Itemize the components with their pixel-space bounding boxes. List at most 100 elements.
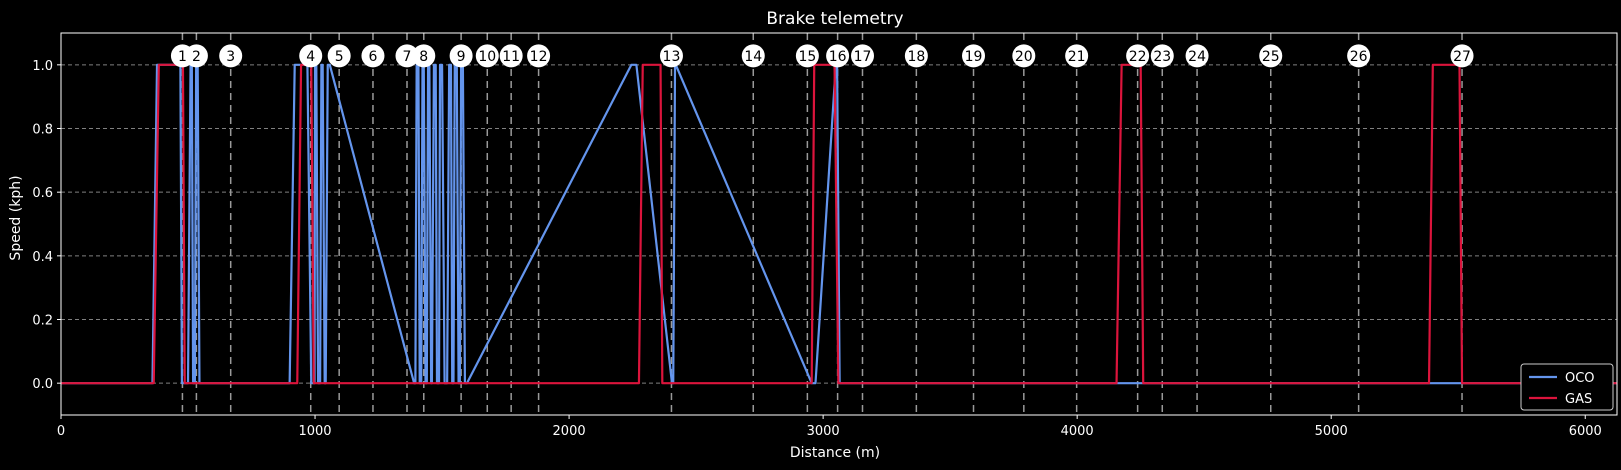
- corner-badge-label-7: 7: [403, 49, 412, 65]
- corner-badge-2: 2: [184, 44, 208, 68]
- corner-badge-label-18: 18: [907, 49, 925, 65]
- legend-label-gas: GAS: [1565, 392, 1592, 407]
- corner-badge-16: 16: [826, 44, 850, 68]
- corner-badge-circle-22: [1126, 44, 1150, 68]
- corner-badge-15: 15: [795, 44, 819, 68]
- x-tick-label-2: 2000: [553, 424, 586, 439]
- corner-badge-circle-25: [1259, 44, 1283, 68]
- corner-badge-5: 5: [327, 44, 351, 68]
- corner-badge-label-14: 14: [744, 49, 762, 65]
- corner-badge-circle-12: [527, 44, 551, 68]
- corner-badge-circle-20: [1012, 44, 1036, 68]
- corner-badge-label-11: 11: [502, 49, 520, 65]
- corner-badge-6: 6: [361, 44, 385, 68]
- corner-badge-24: 24: [1185, 44, 1209, 68]
- corner-badge-circle-13: [659, 44, 683, 68]
- corner-badge-22: 22: [1126, 44, 1150, 68]
- corner-badge-circle-18: [904, 44, 928, 68]
- corner-badge-label-24: 24: [1188, 49, 1206, 65]
- corner-badge-circle-4: [299, 44, 323, 68]
- corner-badge-circle-15: [795, 44, 819, 68]
- corner-badge-label-21: 21: [1068, 49, 1086, 65]
- corner-badge-circle-27: [1450, 44, 1474, 68]
- corner-badge-21: 21: [1065, 44, 1089, 68]
- corner-badge-label-19: 19: [965, 49, 983, 65]
- corner-badge-circle-7: [395, 44, 419, 68]
- legend: OCO GAS: [1520, 363, 1614, 411]
- corner-badge-circle-24: [1185, 44, 1209, 68]
- corner-badge-circle-8: [412, 44, 436, 68]
- corner-badge-label-8: 8: [419, 49, 428, 65]
- corner-badge-circle-2: [184, 44, 208, 68]
- corner-badge-label-2: 2: [192, 49, 201, 65]
- corner-badge-label-22: 22: [1129, 49, 1147, 65]
- corner-badge-label-20: 20: [1015, 49, 1033, 65]
- x-tick-label-3: 3000: [807, 424, 840, 439]
- corner-badge-26: 26: [1347, 44, 1371, 68]
- corner-badge-circle-10: [475, 44, 499, 68]
- y-tick-label-4: 0.8: [32, 123, 53, 138]
- x-tick-label-4: 4000: [1061, 424, 1094, 439]
- plot-area-frame: [60, 32, 1618, 416]
- corner-badge-label-26: 26: [1350, 49, 1368, 65]
- corner-badge-27: 27: [1450, 44, 1474, 68]
- y-axis-title: Speed (kph): [8, 175, 24, 260]
- x-tick-label-0: 0: [57, 424, 65, 439]
- series-lines: [61, 63, 1617, 385]
- corner-badge-label-17: 17: [854, 49, 872, 65]
- corner-badge-circle-6: [361, 44, 385, 68]
- corner-badge-13: 13: [659, 44, 683, 68]
- corner-badge-10: 10: [475, 44, 499, 68]
- x-tick-label-6: 6000: [1569, 424, 1602, 439]
- series-line-gas: [61, 63, 1617, 385]
- corner-badge-circle-9: [449, 44, 473, 68]
- corner-badge-4: 4: [299, 44, 323, 68]
- corner-badge-label-27: 27: [1453, 49, 1471, 65]
- corner-badge-circle-21: [1065, 44, 1089, 68]
- corner-badge-label-23: 23: [1153, 49, 1171, 65]
- x-axis: 0 1000 2000 3000 4000 5000 6000: [57, 415, 1602, 439]
- corner-badge-12: 12: [527, 44, 551, 68]
- corner-badge-7: 7: [395, 44, 419, 68]
- corner-badge-circle-5: [327, 44, 351, 68]
- y-tick-label-1: 0.2: [32, 314, 53, 329]
- corner-badge-label-13: 13: [663, 49, 681, 65]
- y-tick-label-2: 0.4: [32, 250, 53, 265]
- corner-badge-label-6: 6: [369, 49, 378, 65]
- corner-badge-label-12: 12: [530, 49, 548, 65]
- corner-badge-18: 18: [904, 44, 928, 68]
- corner-badge-circle-23: [1150, 44, 1174, 68]
- legend-label-oco: OCO: [1565, 371, 1595, 386]
- corner-badge-circle-14: [741, 44, 765, 68]
- y-tick-label-5: 1.0: [32, 59, 53, 74]
- corner-badge-circle-26: [1347, 44, 1371, 68]
- corner-badge-19: 19: [962, 44, 986, 68]
- corner-badge-3: 3: [219, 44, 243, 68]
- y-axis: 0.0 0.2 0.4 0.6 0.8 1.0: [32, 59, 61, 392]
- corner-badge-circle-17: [850, 44, 874, 68]
- corner-badge-23: 23: [1150, 44, 1174, 68]
- x-tick-label-1: 1000: [298, 424, 331, 439]
- corner-badge-11: 11: [499, 44, 523, 68]
- corner-badge-label-10: 10: [478, 49, 496, 65]
- x-axis-title: Distance (m): [790, 445, 880, 461]
- corner-badge-label-3: 3: [226, 49, 235, 65]
- corner-badge-label-16: 16: [829, 49, 847, 65]
- corner-badge-label-4: 4: [306, 49, 315, 65]
- corner-badge-circle-3: [219, 44, 243, 68]
- y-tick-label-0: 0.0: [32, 377, 53, 392]
- corner-badge-9: 9: [449, 44, 473, 68]
- corner-badge-circle-19: [962, 44, 986, 68]
- x-tick-label-5: 5000: [1315, 424, 1348, 439]
- corner-badge-circle-16: [826, 44, 850, 68]
- corner-badge-20: 20: [1012, 44, 1036, 68]
- corner-badge-circle-11: [499, 44, 523, 68]
- corner-markers: [181, 33, 1463, 415]
- corner-badges: 1 2 3 4 5 6 7 8 9 10 11 12 13 14 15 16 17 18 19 20 21 22 23 24 2…: [170, 44, 1474, 68]
- corner-badge-label-1: 1: [178, 49, 187, 65]
- corner-badge-14: 14: [741, 44, 765, 68]
- corner-badge-25: 25: [1259, 44, 1283, 68]
- corner-badge-label-9: 9: [457, 49, 466, 65]
